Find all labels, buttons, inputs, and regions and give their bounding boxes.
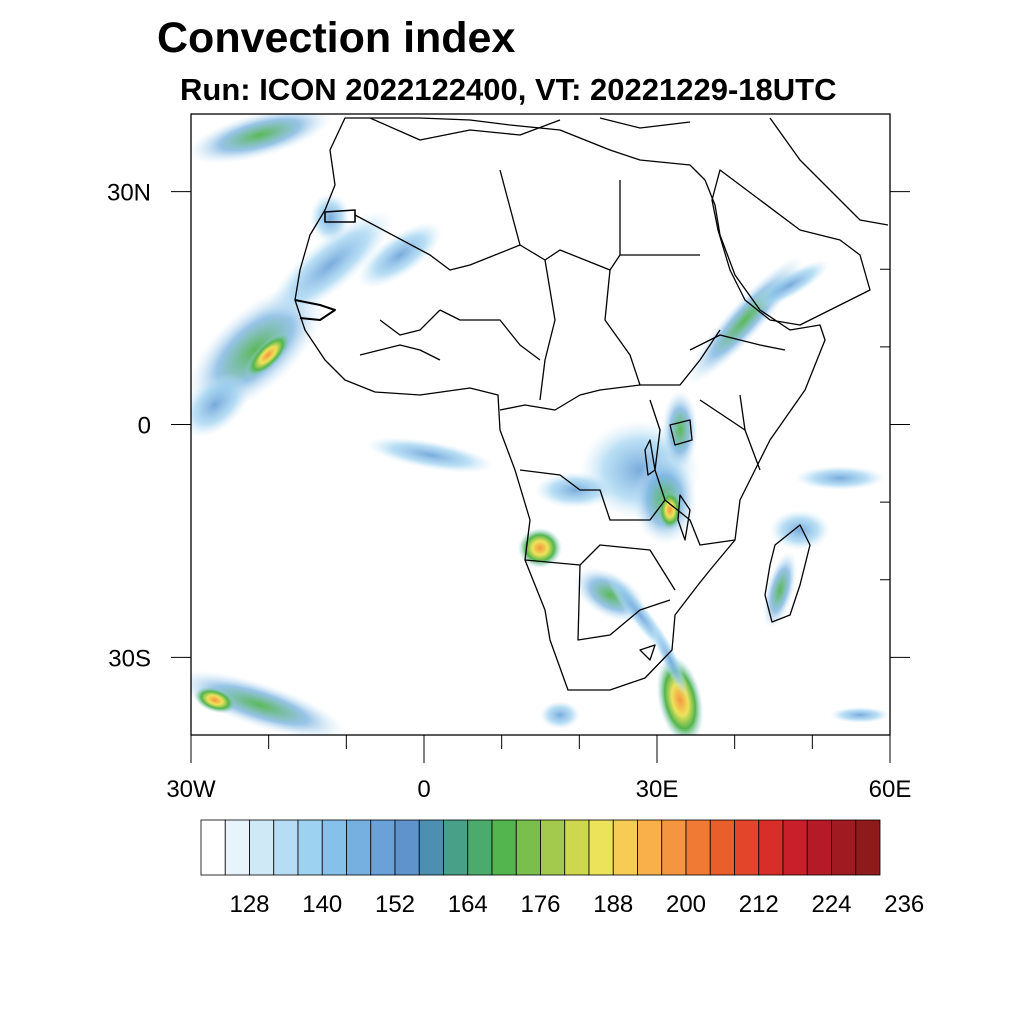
- colorbar-swatch: [370, 819, 396, 876]
- convection-field: [191, 114, 890, 735]
- colorbar-swatch: [855, 819, 881, 876]
- colorbar-swatch: [806, 819, 832, 876]
- lon-tick-label: 30E: [636, 776, 679, 803]
- colorbar-swatch: [443, 819, 469, 876]
- colorbar-swatch: [637, 819, 663, 876]
- colorbar-swatch: [346, 819, 372, 876]
- colorbar-tick-label: 224: [811, 891, 851, 918]
- map-title: Convection index: [157, 14, 516, 62]
- map-subtitle: Run: ICON 2022122400, VT: 20221229-18UTC: [180, 72, 837, 107]
- map-axes: 30N 0 30S 30W 0 30E 60E: [107, 113, 912, 803]
- lat-tick-label: 30S: [108, 645, 151, 672]
- colorbar-tick-label: 236: [884, 891, 924, 918]
- colorbar-swatch: [831, 819, 857, 876]
- colorbar-swatch: [491, 819, 517, 876]
- colorbar-swatch: [273, 819, 299, 876]
- colorbar-swatch: [709, 819, 735, 876]
- colorbar-tick-label: 212: [739, 891, 779, 918]
- colorbar-swatch: [224, 819, 250, 876]
- colorbar-swatch: [297, 819, 323, 876]
- colorbar-swatch: [734, 819, 760, 876]
- colorbar-swatch: [321, 819, 347, 876]
- colorbar: 128 140 152 164 176 188 200 212 224 236: [200, 819, 924, 918]
- colorbar-swatch: [758, 819, 784, 876]
- colorbar-swatch: [467, 819, 493, 876]
- map-frame: [190, 113, 891, 736]
- colorbar-swatch: [515, 819, 541, 876]
- lat-tick-label: 30N: [107, 180, 151, 207]
- lat-tick-label: 0: [138, 413, 151, 440]
- colorbar-swatch: [612, 819, 638, 876]
- colorbar-swatch: [685, 819, 711, 876]
- colorbar-swatch: [418, 819, 444, 876]
- colorbar-tick-label: 200: [666, 891, 706, 918]
- lon-tick-label: 0: [417, 776, 430, 803]
- colorbar-swatch: [540, 819, 566, 876]
- lon-tick-label: 60E: [869, 776, 912, 803]
- colorbar-swatch: [249, 819, 275, 876]
- coastlines-borders: [294, 117, 889, 691]
- lon-tick-label: 30W: [166, 776, 216, 803]
- colorbar-tick-label: 140: [302, 891, 342, 918]
- colorbar-swatch: [782, 819, 808, 876]
- colorbar-tick-label: 188: [593, 891, 633, 918]
- colorbar-swatch: [588, 819, 614, 876]
- colorbar-tick-label: 128: [229, 891, 269, 918]
- colorbar-swatch: [394, 819, 420, 876]
- colorbar-swatch: [200, 819, 226, 876]
- colorbar-tick-label: 164: [448, 891, 488, 918]
- colorbar-tick-label: 176: [520, 891, 560, 918]
- colorbar-swatch: [564, 819, 590, 876]
- colorbar-tick-label: 152: [375, 891, 415, 918]
- colorbar-swatch: [661, 819, 687, 876]
